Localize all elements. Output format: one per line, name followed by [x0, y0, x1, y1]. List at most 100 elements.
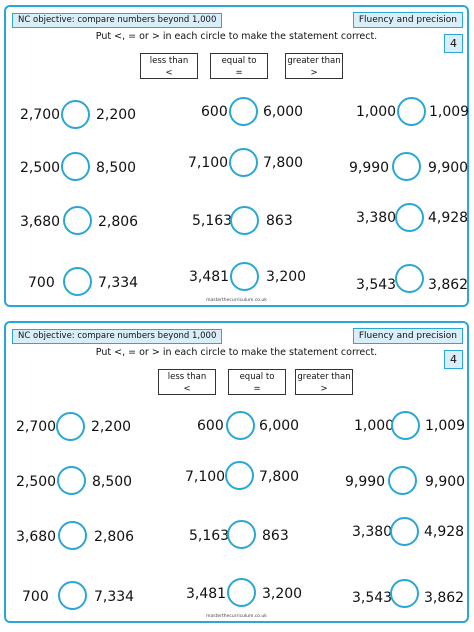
- right-number: 863: [262, 528, 289, 544]
- key-symbol: =: [253, 384, 261, 394]
- fluency-badge: Fluency and precision: [352, 12, 463, 28]
- right-number: 1,009: [425, 418, 466, 434]
- question-number: 4: [444, 34, 463, 53]
- left-number: 600: [197, 418, 224, 434]
- key-less-than: less than <: [140, 53, 198, 79]
- footer-url: masterthecurriculum.co.uk: [206, 614, 267, 619]
- answer-circle[interactable]: [390, 517, 419, 546]
- left-number: 3,680: [20, 214, 61, 230]
- key-less-than: less than <: [158, 369, 216, 395]
- answer-circle[interactable]: [226, 411, 255, 440]
- key-symbol: <: [183, 384, 191, 394]
- answer-circle[interactable]: [63, 267, 92, 296]
- right-number: 3,862: [424, 590, 465, 606]
- left-number: 7,100: [185, 469, 226, 485]
- key-symbol: =: [235, 68, 243, 78]
- answer-circle[interactable]: [397, 97, 426, 126]
- left-number: 3,543: [352, 590, 393, 606]
- answer-circle[interactable]: [58, 521, 87, 550]
- left-number: 2,500: [20, 160, 61, 176]
- instruction-text: Put <, = or > in each circle to make the…: [95, 31, 378, 42]
- key-equal-to: equal to =: [210, 53, 268, 79]
- right-number: 4,928: [424, 524, 465, 540]
- key-title: less than: [167, 372, 207, 382]
- right-number: 3,200: [266, 269, 307, 285]
- answer-circle[interactable]: [391, 411, 420, 440]
- left-number: 9,990: [349, 160, 390, 176]
- right-number: 6,000: [263, 104, 304, 120]
- key-greater-than: greater than >: [295, 369, 353, 395]
- right-number: 2,806: [98, 214, 139, 230]
- right-number: 3,862: [428, 277, 469, 293]
- left-number: 2,500: [16, 474, 57, 490]
- left-number: 3,380: [352, 524, 393, 540]
- right-number: 4,928: [428, 210, 469, 226]
- fluency-badge: Fluency and precision: [352, 328, 463, 344]
- right-number: 2,200: [91, 419, 132, 435]
- answer-circle[interactable]: [61, 100, 90, 129]
- key-greater-than: greater than >: [285, 53, 343, 79]
- key-symbol: <: [165, 68, 173, 78]
- right-number: 7,800: [259, 469, 300, 485]
- right-number: 7,800: [263, 155, 304, 171]
- left-number: 5,163: [192, 213, 233, 229]
- right-number: 3,200: [262, 586, 303, 602]
- left-number: 700: [22, 589, 49, 605]
- right-number: 6,000: [259, 418, 300, 434]
- right-number: 2,200: [96, 107, 137, 123]
- answer-circle[interactable]: [395, 264, 424, 293]
- left-number: 600: [201, 104, 228, 120]
- left-number: 1,000: [354, 418, 395, 434]
- question-number: 4: [444, 350, 463, 369]
- left-number: 700: [28, 275, 55, 291]
- answer-circle[interactable]: [58, 581, 87, 610]
- answer-circle[interactable]: [390, 579, 419, 608]
- answer-circle[interactable]: [56, 412, 85, 441]
- answer-circle[interactable]: [229, 97, 258, 126]
- left-number: 3,380: [356, 210, 397, 226]
- answer-circle[interactable]: [230, 206, 259, 235]
- objective-label: NC objective: compare numbers beyond 1,0…: [12, 329, 223, 344]
- key-title: equal to: [221, 56, 257, 66]
- key-title: greater than: [297, 372, 351, 382]
- instruction-text: Put <, = or > in each circle to make the…: [95, 347, 378, 358]
- key-title: equal to: [239, 372, 275, 382]
- right-number: 7,334: [98, 275, 139, 291]
- key-symbol: >: [310, 68, 318, 78]
- right-number: 1,009: [429, 104, 470, 120]
- right-number: 863: [266, 213, 293, 229]
- right-number: 9,900: [428, 160, 469, 176]
- answer-circle[interactable]: [392, 152, 421, 181]
- key-title: greater than: [287, 56, 341, 66]
- answer-circle[interactable]: [227, 520, 256, 549]
- answer-circle[interactable]: [63, 206, 92, 235]
- right-number: 8,500: [92, 474, 133, 490]
- answer-circle[interactable]: [395, 203, 424, 232]
- answer-circle[interactable]: [388, 466, 417, 495]
- worksheet-bottom: NC objective: compare numbers beyond 1,0…: [4, 321, 469, 623]
- right-number: 2,806: [94, 529, 135, 545]
- answer-circle[interactable]: [57, 466, 86, 495]
- left-number: 3,481: [186, 586, 227, 602]
- worksheet-top: NC objective: compare numbers beyond 1,0…: [4, 5, 469, 307]
- left-number: 1,000: [356, 104, 397, 120]
- right-number: 7,334: [94, 589, 135, 605]
- left-number: 7,100: [188, 155, 229, 171]
- answer-circle[interactable]: [230, 262, 259, 291]
- left-number: 2,700: [16, 419, 57, 435]
- key-symbol: >: [320, 384, 328, 394]
- right-number: 8,500: [96, 160, 137, 176]
- left-number: 5,163: [189, 528, 230, 544]
- answer-circle[interactable]: [227, 578, 256, 607]
- right-number: 9,900: [425, 474, 466, 490]
- left-number: 3,481: [189, 269, 230, 285]
- key-title: less than: [149, 56, 189, 66]
- left-number: 3,680: [16, 529, 57, 545]
- answer-circle[interactable]: [61, 152, 90, 181]
- answer-circle[interactable]: [229, 148, 258, 177]
- objective-label: NC objective: compare numbers beyond 1,0…: [12, 13, 223, 28]
- left-number: 2,700: [20, 107, 61, 123]
- left-number: 9,990: [345, 474, 386, 490]
- key-equal-to: equal to =: [228, 369, 286, 395]
- answer-circle[interactable]: [225, 461, 254, 490]
